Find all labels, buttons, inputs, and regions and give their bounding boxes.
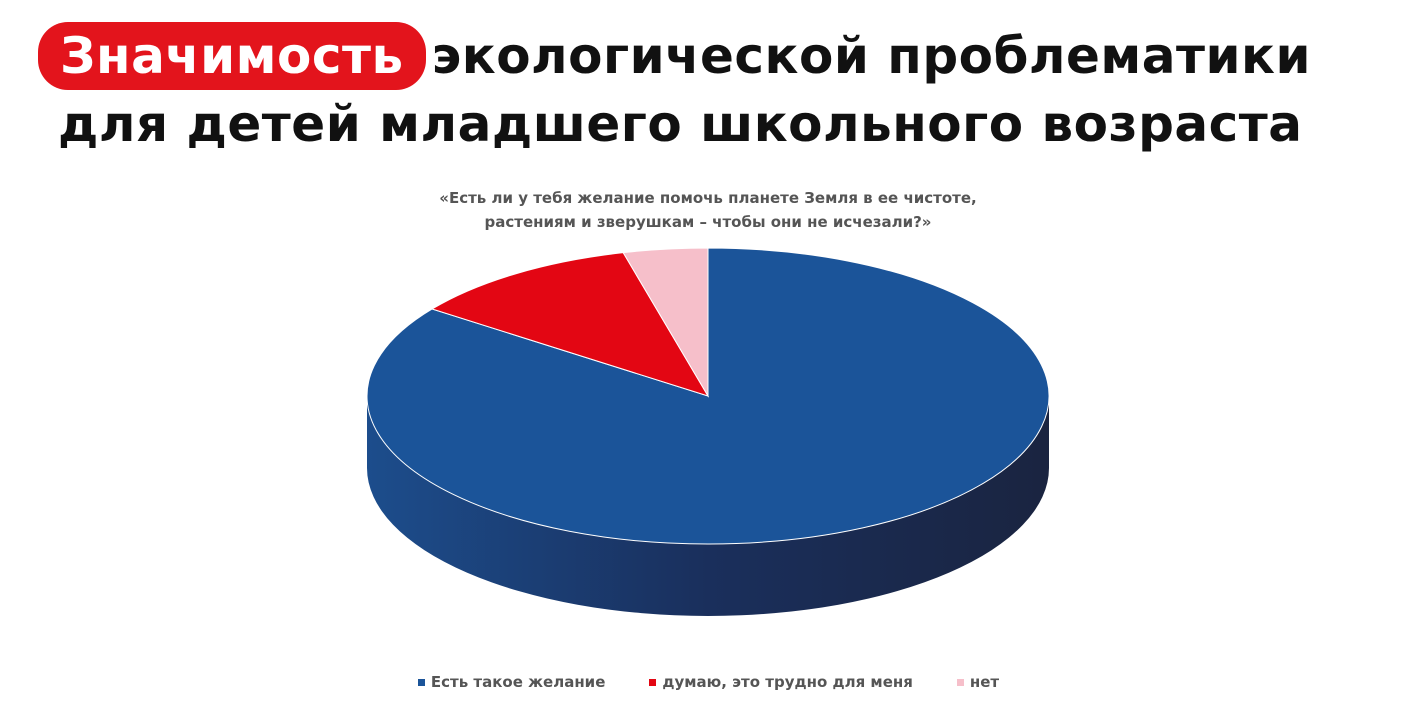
legend-item: Есть такое желание <box>417 673 606 691</box>
pie-slice <box>622 247 709 398</box>
page-title: Значимость экологической проблематики для… <box>38 22 1312 158</box>
pie-side <box>367 396 1049 616</box>
title-line2: для детей младшего школьного возраста <box>58 95 1303 153</box>
legend-item: думаю, это трудно для меня <box>649 673 913 691</box>
legend-label: думаю, это трудно для меня <box>662 673 913 691</box>
chart-title: «Есть ли у тебя желание помочь планете З… <box>300 186 1116 234</box>
title-line1: экологической проблематики <box>431 27 1312 85</box>
legend-swatch <box>956 678 964 686</box>
chart-title-line2: растениям и зверушкам – чтобы они не исч… <box>484 213 932 231</box>
legend-swatch <box>649 678 657 686</box>
legend: Есть такое желание думаю, это трудно для… <box>0 673 1417 691</box>
legend-label: Есть такое желание <box>430 673 606 691</box>
legend-label: нет <box>969 673 1000 691</box>
legend-item: нет <box>956 673 1000 691</box>
chart-title-line1: «Есть ли у тебя желание помочь планете З… <box>439 189 977 207</box>
title-highlight: Значимость <box>38 22 426 90</box>
pie-slice <box>430 252 710 397</box>
legend-swatch <box>417 678 425 686</box>
